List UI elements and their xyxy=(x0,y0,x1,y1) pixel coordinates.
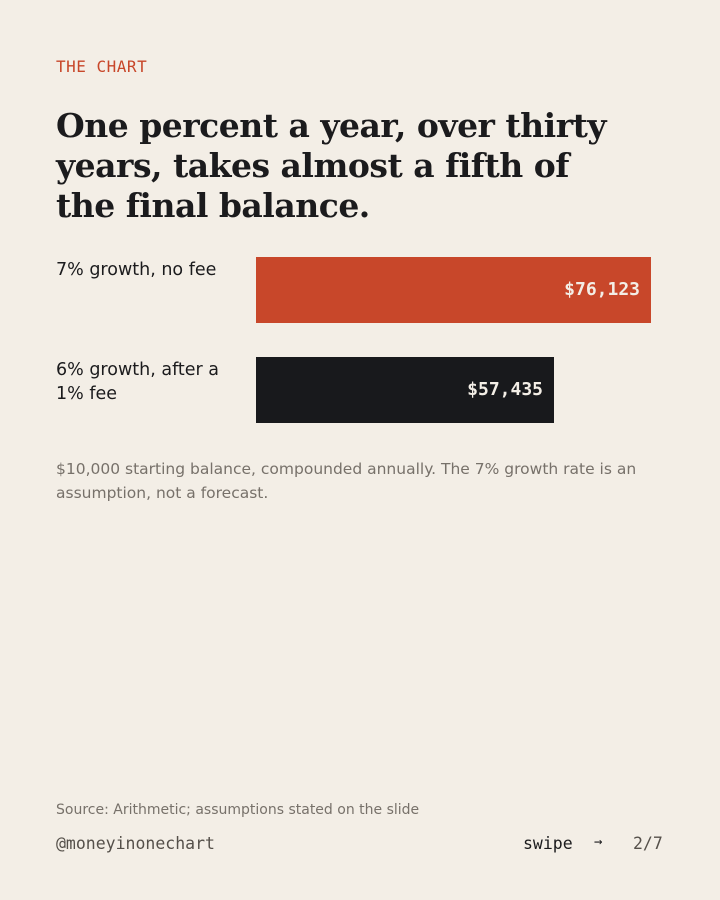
bar: $76,123 xyxy=(256,257,651,323)
category-label: 7% growth, no fee xyxy=(56,260,217,280)
swipe-arrow: → xyxy=(594,834,603,850)
note: $10,000 starting balance, compounded ann… xyxy=(56,460,637,502)
source: Source: Arithmetic; assumptions stated o… xyxy=(56,802,420,818)
value-label: $57,435 xyxy=(467,379,544,400)
handle: @moneyinonechart xyxy=(56,834,215,853)
eyebrow: THE CHART xyxy=(56,57,148,76)
swipe-hint: swipe xyxy=(523,834,573,853)
chart-title: One percent a year, over thirty years, t… xyxy=(56,106,607,225)
page-number: 2/7 xyxy=(633,834,663,853)
value-label: $76,123 xyxy=(564,279,640,300)
bar: $57,435 xyxy=(256,357,555,423)
category-label: 6% growth, after a 1% fee xyxy=(56,360,220,404)
